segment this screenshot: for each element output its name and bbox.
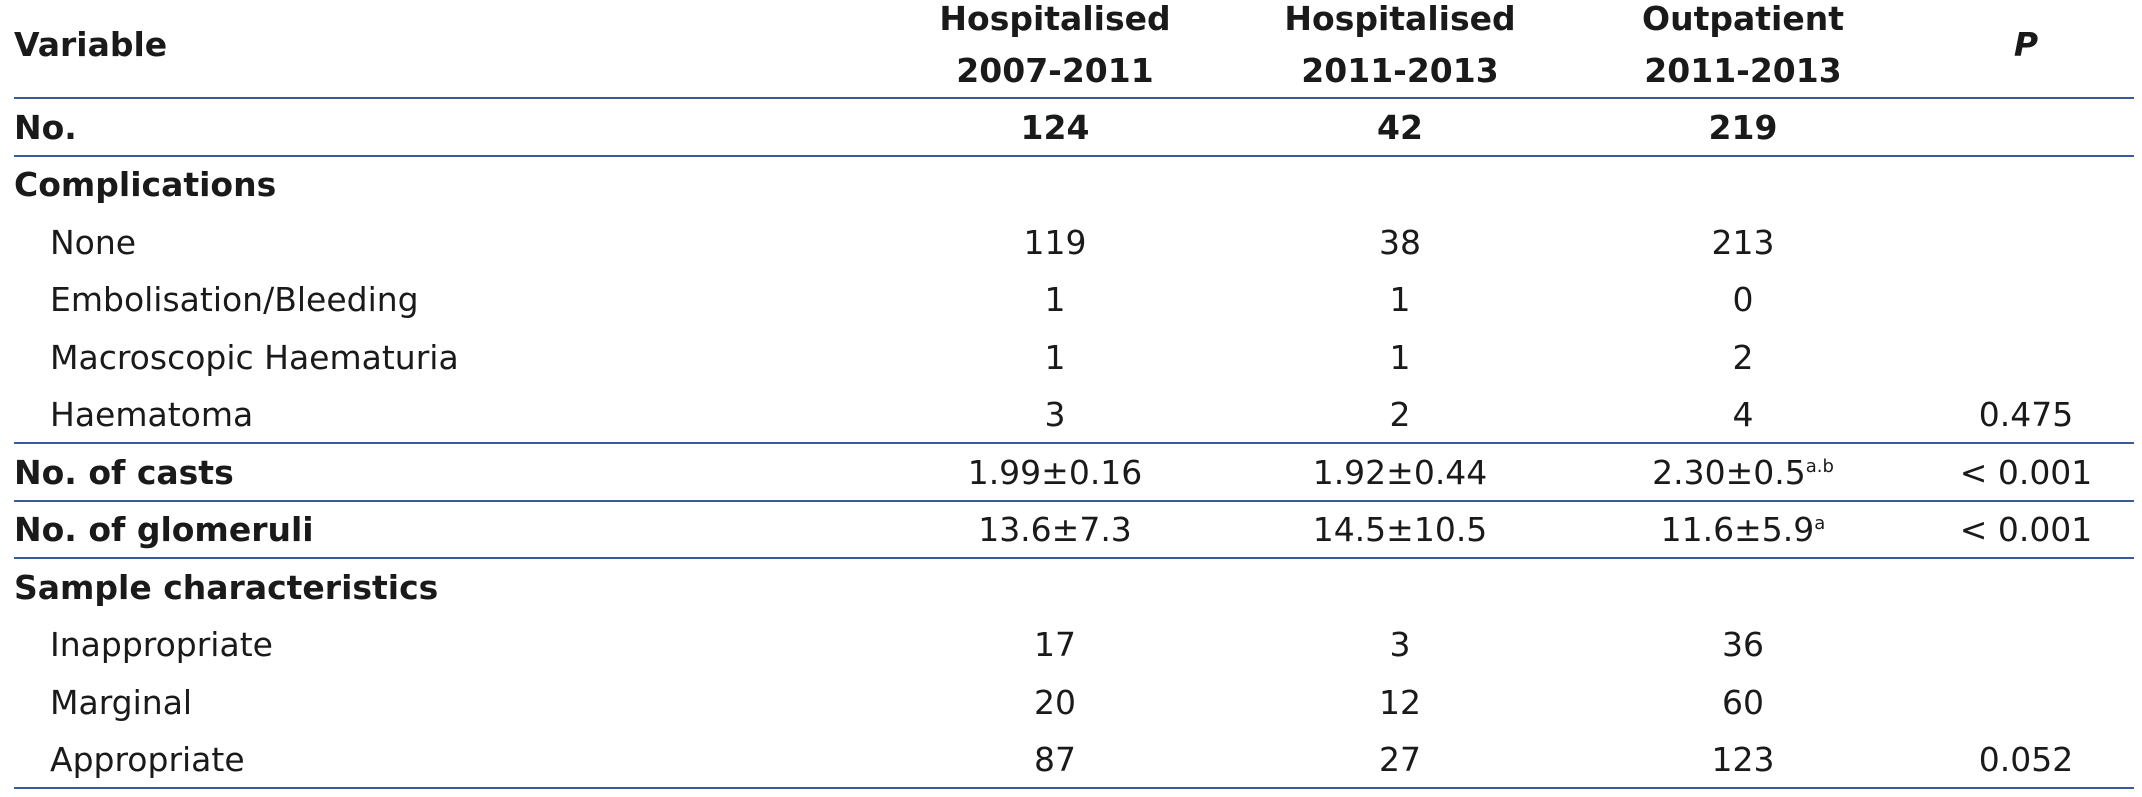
table-cell: 123 [1711,740,1775,780]
table-cell: 60 [1722,682,1764,722]
cell-text: 2.30±0.5 [1652,452,1806,492]
header-cell: Hospitalised [1284,0,1516,38]
table-cell: 1 [1389,280,1411,320]
table-cell: None [50,222,137,262]
header-cell: Hospitalised [939,0,1171,38]
table-cell: 36 [1722,625,1764,665]
table-cell: 1 [1389,337,1411,377]
table-cell: 1 [1044,337,1066,377]
table-cell: 0 [1732,280,1754,320]
table-cell: 3 [1044,395,1066,435]
table-cell: 119 [1023,222,1087,262]
rule-line [14,499,2134,502]
table-cell: 38 [1379,222,1421,262]
table-cell: 219 [1708,107,1778,147]
table-cell: 213 [1711,222,1775,262]
table-cell: No. of casts [14,452,234,492]
table-cell: 12 [1379,682,1421,722]
table-cell: 17 [1034,625,1076,665]
rule-line [14,97,2134,99]
rule-line [14,557,2134,559]
table-cell: 2.30±0.5a.b [1652,453,1834,493]
table-cell: 1.92±0.44 [1312,452,1488,492]
table-cell: No. [14,107,77,147]
table-cell: Appropriate [50,740,245,780]
table-cell: < 0.001 [1959,452,2093,492]
table-cell: 2 [1732,337,1754,377]
table-cell: 14.5±10.5 [1312,510,1488,550]
header-cell: Variable [14,25,168,64]
table-cell: < 0.001 [1959,510,2093,550]
table-cell: Embolisation/Bleeding [50,280,419,320]
table-cell: Haematoma [50,395,254,435]
header-cell: Outpatient [1642,0,1844,38]
table-cell: 1.99±0.16 [967,452,1143,492]
table-cell: 3 [1389,625,1411,665]
table-cell: 0.475 [1978,395,2074,435]
table-cell: 2 [1389,395,1411,435]
table-cell: Complications [14,165,277,205]
table-cell: 4 [1732,395,1754,435]
table-cell: 20 [1034,682,1076,722]
footnote-mark: a [1814,513,1826,535]
rule-line [14,442,2134,444]
table-cell: 124 [1020,107,1090,147]
header-cell: P [2013,25,2039,64]
table-cell: Inappropriate [50,625,273,665]
header-cell: 2011-2013 [1301,51,1499,90]
rule-line [14,787,2134,789]
rule-line [14,154,2134,157]
table-cell: Sample characteristics [14,567,439,607]
header-cell: 2007-2011 [956,51,1154,90]
table-cell: Macroscopic Haematuria [50,337,459,377]
footnote-mark: a.b [1805,455,1834,477]
table-cell: 27 [1379,740,1421,780]
table-cell: Marginal [50,682,193,722]
table-cell: 13.6±7.3 [978,510,1132,550]
cell-text: 11.6±5.9 [1660,510,1815,550]
table-cell: No. of glomeruli [14,510,314,550]
table-cell: 87 [1034,740,1076,780]
table-cell: 42 [1377,107,1423,147]
header-cell: 2011-2013 [1644,51,1842,90]
table-cell: 1 [1044,280,1066,320]
table-cell: 11.6±5.9a [1661,510,1826,550]
table-cell: 0.052 [1978,740,2074,780]
